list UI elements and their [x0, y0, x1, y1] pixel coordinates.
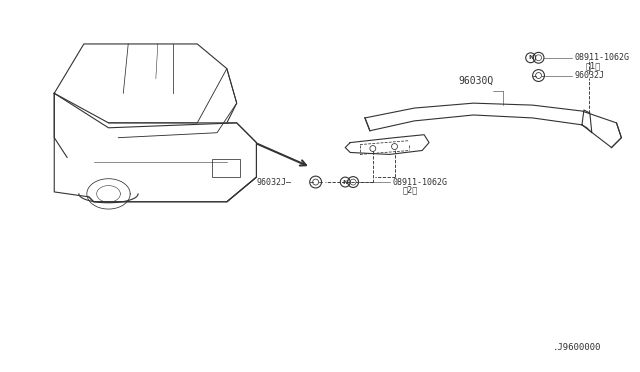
- Text: 08911-1062G: 08911-1062G: [574, 53, 629, 62]
- Text: 96032J—: 96032J—: [257, 177, 291, 186]
- Text: 96032J: 96032J: [574, 71, 604, 80]
- Bar: [212, 159, 240, 177]
- Text: 08911-1062G: 08911-1062G: [392, 177, 447, 186]
- Text: （1）: （1）: [586, 61, 601, 70]
- Text: （2）: （2）: [403, 186, 418, 195]
- Text: N: N: [528, 55, 533, 60]
- Text: 96030Q: 96030Q: [458, 76, 493, 86]
- Text: N: N: [342, 180, 348, 185]
- Text: .J9600000: .J9600000: [554, 343, 602, 352]
